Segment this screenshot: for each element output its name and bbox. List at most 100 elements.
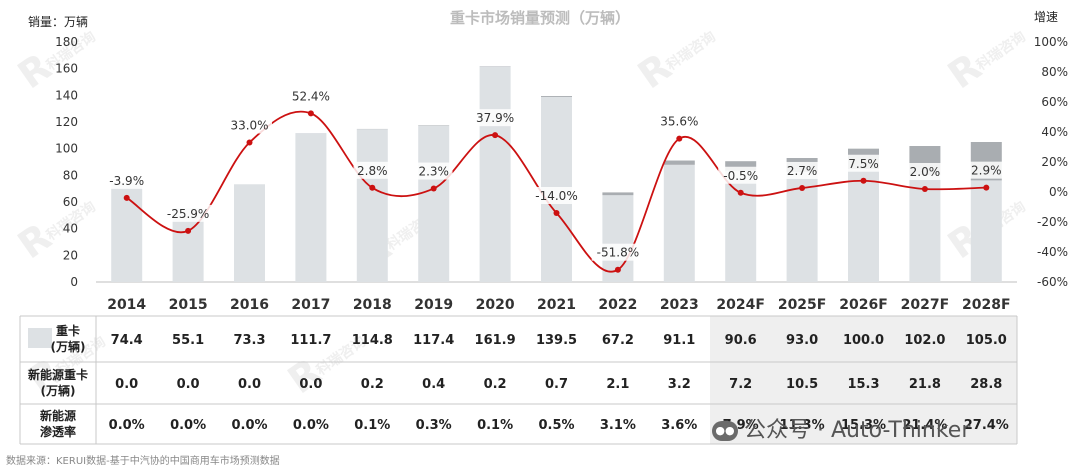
table-cell: 0.1%: [354, 418, 390, 433]
x-tick-label: 2017: [291, 297, 330, 313]
table-cell: 91.1: [663, 333, 695, 348]
growth-label-bg: [530, 187, 583, 204]
y2-tick-label: 100%: [1034, 35, 1068, 49]
x-tick-label: 2018: [353, 297, 392, 313]
growth-label-bg: [591, 243, 645, 261]
bar-heavy-truck: [848, 169, 879, 282]
growth-label-bg: [104, 171, 150, 189]
growth-point: [369, 184, 376, 191]
y-tick-label: 60: [63, 195, 78, 209]
bar-nev-truck: [725, 161, 757, 171]
table-cell: 0.5%: [538, 418, 574, 433]
bar-nev-truck: [663, 160, 695, 165]
table-cell: 0.4: [422, 377, 445, 392]
table-cell: 0.2: [361, 377, 384, 392]
y2-tick-label: 60%: [1041, 95, 1068, 109]
growth-label: 33.0%: [230, 119, 268, 133]
table-cell: 11.3%: [780, 418, 825, 433]
bar-nev-truck: [541, 96, 572, 97]
table-cell: 0.2: [484, 377, 507, 392]
y-tick-label: 0: [70, 275, 78, 289]
growth-label-bg: [472, 109, 518, 127]
table-cell: 67.2: [602, 333, 634, 348]
y2-tick-label: -60%: [1037, 275, 1068, 289]
wechat-icon: ●●: [712, 421, 738, 441]
table-cell: 0.0: [299, 377, 322, 392]
table-cell: 0.0: [115, 377, 138, 392]
watermark-text: 公众号 · Auto-Thinker: [744, 418, 971, 443]
table-cell: 111.7: [290, 333, 331, 348]
growth-label-bg: [967, 161, 1006, 179]
x-tick-label: 2019: [414, 297, 453, 313]
growth-point: [799, 184, 806, 191]
y2-axis-label: 增速: [1034, 10, 1059, 24]
legend-swatch-heavy-truck: [28, 328, 52, 348]
growth-label: -0.5%: [723, 169, 758, 183]
table-cell: 161.9: [475, 333, 516, 348]
y-tick-label: 140: [55, 88, 78, 102]
bar-heavy-truck: [234, 184, 265, 282]
table-cell: 0.7: [545, 377, 568, 392]
growth-point: [185, 227, 192, 234]
table-cell: 0.0%: [293, 418, 329, 433]
growth-point: [921, 186, 928, 192]
table-row-header: (万辆): [41, 383, 76, 398]
forecast-shade: [710, 316, 1017, 444]
growth-label-bg: [161, 204, 215, 222]
table-cell: 100.0: [843, 333, 884, 348]
growth-label-bg: [353, 161, 392, 179]
x-tick-label: 2024F: [716, 297, 765, 313]
growth-point: [983, 184, 990, 191]
x-tick-label: 2014: [107, 297, 146, 313]
wechat-watermark: ●● 公众号 · Auto-Thinker: [712, 412, 970, 444]
growth-label-bg: [656, 112, 702, 130]
table-cell: 10.5: [786, 377, 818, 392]
growth-label-bg: [783, 161, 821, 179]
table-cell: 21.8: [909, 377, 941, 392]
table-cell: 0.0%: [170, 418, 206, 433]
growth-label: 2.7%: [787, 164, 818, 178]
source-note: 数据来源：KERUI数据-基于中汽协的中国商用车市场预测数据: [6, 456, 280, 467]
table-cell: 7.2: [729, 377, 752, 392]
x-tick-label: 2015: [169, 297, 208, 313]
table-cell: 3.2: [668, 377, 691, 392]
y-tick-label: 80: [63, 168, 78, 182]
bar-heavy-truck: [725, 170, 757, 282]
growth-point: [676, 135, 683, 142]
growth-label: 52.4%: [292, 89, 330, 103]
growth-label-bg: [227, 116, 272, 134]
table-cell: 15.3: [847, 377, 879, 392]
growth-point: [860, 177, 867, 184]
y2-tick-label: -20%: [1037, 215, 1068, 229]
x-tick-label: 2016: [230, 297, 269, 313]
bar-nev-truck: [418, 125, 450, 126]
table-cell: 27.4%: [964, 418, 1009, 433]
growth-label: 35.6%: [660, 115, 698, 129]
table-row-header: 新能源: [40, 408, 76, 423]
table-cell: 117.4: [413, 333, 454, 348]
growth-point: [246, 139, 253, 146]
table-cell: 55.1: [172, 333, 204, 348]
table-cell: 93.0: [786, 333, 818, 348]
table-cell: 73.3: [233, 333, 265, 348]
growth-label: 37.9%: [476, 111, 514, 125]
growth-label-bg: [718, 166, 764, 184]
x-tick-label: 2022: [598, 297, 637, 313]
table-cell: 102.0: [904, 333, 945, 348]
chart-title: 重卡市场销量预测（万辆）: [449, 9, 630, 27]
table-cell: 74.4: [111, 333, 143, 348]
growth-label: -3.9%: [109, 174, 144, 188]
growth-label-bg: [844, 154, 883, 172]
table-row-header: 重卡: [56, 323, 80, 338]
table-row-header: 渗透率: [40, 424, 76, 439]
table-cell: 3.1%: [600, 418, 636, 433]
y-axis-label: 销量：万辆: [28, 15, 89, 29]
y2-tick-label: 0%: [1049, 185, 1068, 199]
growth-label-bg: [906, 163, 944, 180]
table-cell: 0.0%: [109, 418, 145, 433]
bar-heavy-truck: [356, 129, 388, 282]
table-cell: 0.3%: [416, 418, 452, 433]
growth-label: 2.8%: [357, 164, 388, 178]
